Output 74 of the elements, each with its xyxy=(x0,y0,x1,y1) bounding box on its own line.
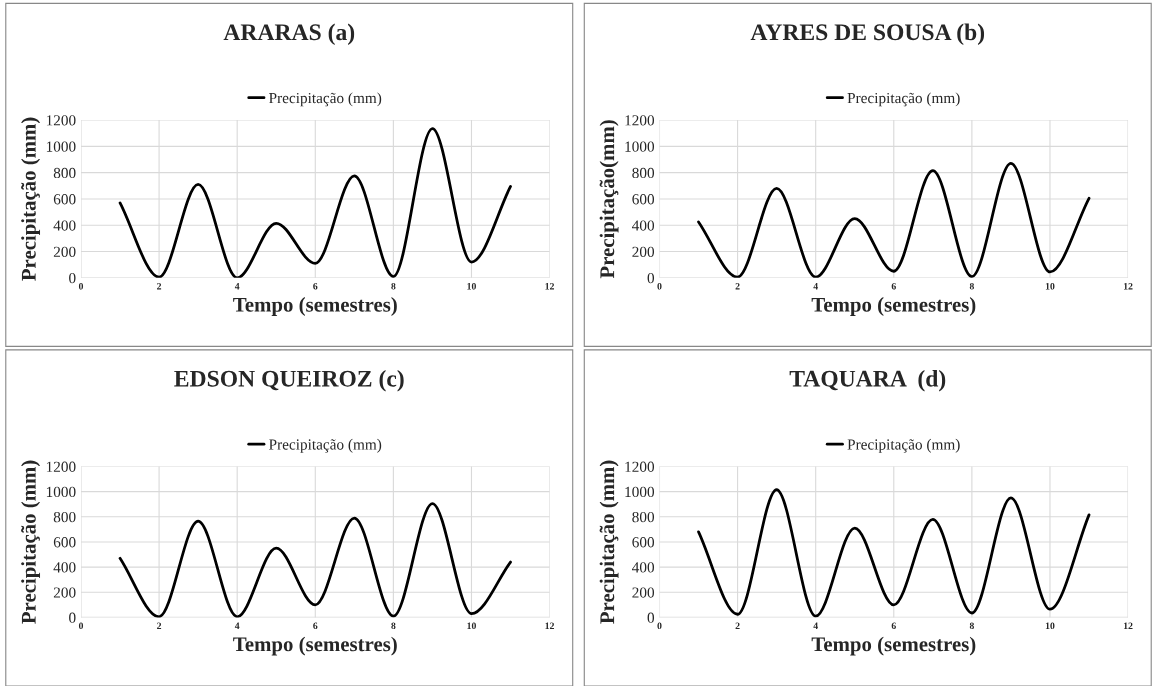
y-tick-label: 600 xyxy=(53,194,76,205)
chart-title: ARARAS (a) xyxy=(223,23,355,46)
y-tick-label: 1000 xyxy=(625,141,655,152)
x-tick-label: 12 xyxy=(545,283,555,290)
y-axis-title: Precipitação(mm) xyxy=(599,120,619,279)
line-series xyxy=(697,162,1091,278)
y-axis-title: Precipitação (mm) xyxy=(21,460,41,624)
x-tick-label: 4 xyxy=(234,622,240,630)
x-tick-label: 12 xyxy=(545,622,555,630)
x-tick-label: 2 xyxy=(157,622,162,630)
x-tick-label: 6 xyxy=(313,283,318,290)
y-tick-label: 400 xyxy=(632,220,655,231)
y-tick-label: 800 xyxy=(632,167,655,179)
x-axis-title: Tempo (semestres) xyxy=(233,636,397,656)
x-tick-label: 2 xyxy=(735,622,740,630)
y-tick-label: 200 xyxy=(53,587,76,598)
legend-label: Precipitação (mm) xyxy=(269,92,382,107)
y-tick-label: 1200 xyxy=(625,115,655,126)
x-axis-title: Tempo (semestres) xyxy=(811,636,976,656)
x-tick-label: 4 xyxy=(234,283,240,290)
y-tick-label: 800 xyxy=(53,511,76,523)
y-tick-label: 400 xyxy=(632,562,655,573)
y-tick-label: 600 xyxy=(632,537,655,548)
x-axis-title: Tempo (semestres) xyxy=(233,297,397,316)
y-tick-label: 800 xyxy=(632,511,655,523)
y-tick-label: 1200 xyxy=(46,461,76,472)
y-tick-label: 1000 xyxy=(46,486,76,498)
legend-label: Precipitação (mm) xyxy=(847,92,960,107)
x-tick-label: 8 xyxy=(391,622,396,630)
x-tick-label: 6 xyxy=(891,283,896,290)
y-tick-label: 400 xyxy=(53,220,76,231)
x-tick-label: 6 xyxy=(891,622,896,630)
x-tick-label: 10 xyxy=(1045,282,1055,290)
y-tick-label: 600 xyxy=(53,537,76,548)
x-tick-label: 0 xyxy=(78,282,84,290)
y-tick-label: 400 xyxy=(53,562,76,573)
x-tick-label: 2 xyxy=(735,283,740,290)
x-tick-label: 12 xyxy=(1123,622,1133,630)
x-tick-label: 8 xyxy=(969,282,974,290)
line-series xyxy=(118,127,512,278)
y-axis-title: Precipitação (mm) xyxy=(21,117,41,281)
y-tick-label: 1200 xyxy=(625,461,655,472)
y-tick-label: 600 xyxy=(632,194,655,205)
x-tick-label: 0 xyxy=(78,622,84,630)
x-tick-label: 0 xyxy=(657,622,662,630)
x-axis-title: Tempo (semestres) xyxy=(811,297,976,316)
chart-title: AYRES DE SOUSA (b) xyxy=(750,23,985,46)
chart-title: EDSON QUEIROZ (c) xyxy=(174,370,404,392)
x-tick-label: 4 xyxy=(813,283,818,290)
x-tick-label: 8 xyxy=(969,622,974,630)
legend-label: Precipitação (mm) xyxy=(847,438,960,453)
y-tick-label: 200 xyxy=(632,246,655,257)
x-tick-label: 8 xyxy=(391,282,396,290)
x-tick-label: 12 xyxy=(1123,283,1133,290)
y-axis-title: Precipitação (mm) xyxy=(599,460,619,624)
x-tick-label: 0 xyxy=(657,282,662,290)
y-tick-label: 0 xyxy=(69,612,76,623)
x-tick-label: 6 xyxy=(313,622,318,630)
x-tick-label: 2 xyxy=(157,283,162,290)
x-tick-label: 10 xyxy=(467,282,476,290)
y-tick-label: 800 xyxy=(53,167,76,179)
line-series xyxy=(118,502,512,618)
legend-label: Precipitação (mm) xyxy=(269,438,382,453)
y-tick-label: 0 xyxy=(647,612,655,623)
chart-title: TAQUARA (d) xyxy=(789,370,946,392)
line-series xyxy=(697,488,1091,618)
x-tick-label: 10 xyxy=(467,622,476,630)
x-tick-label: 10 xyxy=(1045,622,1055,630)
y-tick-label: 200 xyxy=(632,587,655,598)
y-tick-label: 1000 xyxy=(46,141,76,152)
x-tick-label: 4 xyxy=(813,622,818,630)
y-tick-label: 1000 xyxy=(625,486,655,498)
y-tick-label: 200 xyxy=(53,246,76,257)
y-tick-label: 1200 xyxy=(46,115,76,126)
